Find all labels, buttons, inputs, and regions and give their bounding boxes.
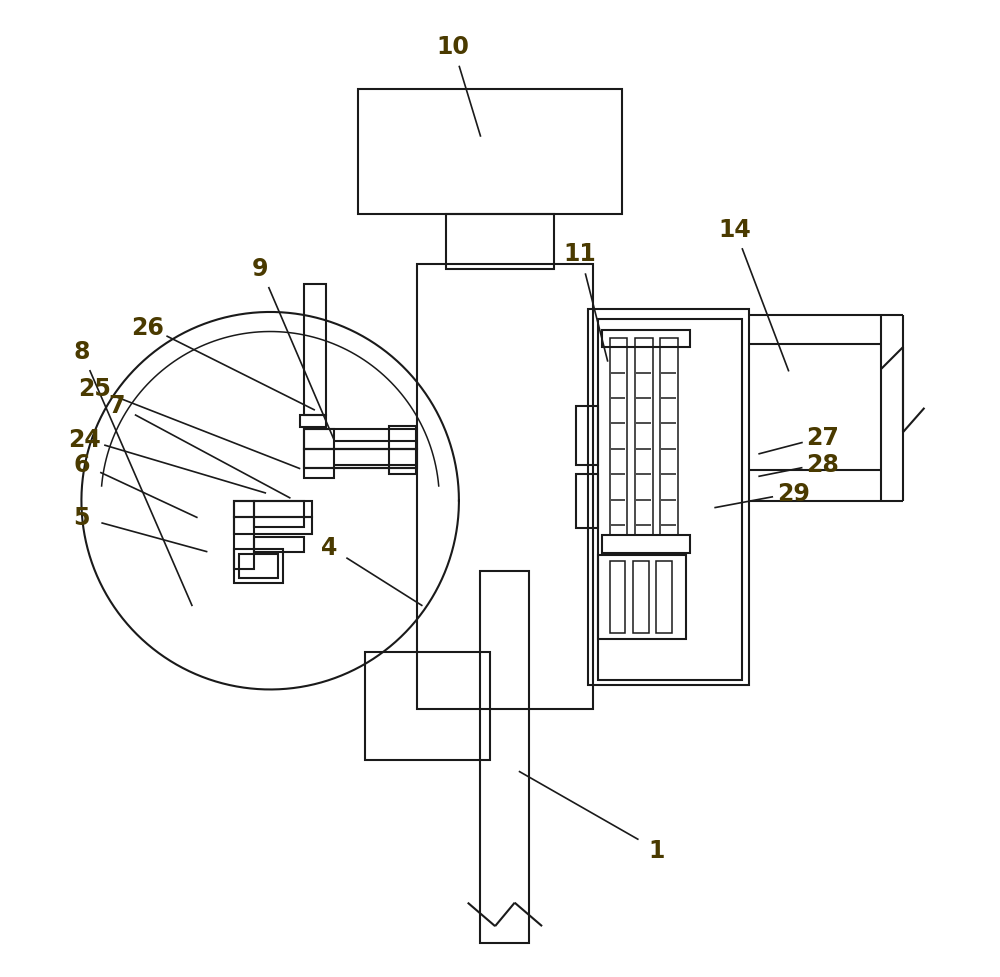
Bar	[633, 562, 649, 633]
Text: 25: 25	[78, 377, 111, 401]
Bar	[576, 475, 598, 529]
Text: 24: 24	[68, 428, 101, 451]
Text: 8: 8	[73, 340, 90, 363]
Text: 9: 9	[252, 257, 269, 280]
Bar	[304, 430, 334, 479]
Text: 6: 6	[73, 452, 90, 476]
Bar	[234, 518, 312, 534]
Bar	[446, 215, 554, 270]
Bar	[239, 554, 278, 578]
Text: 5: 5	[73, 506, 90, 530]
Bar	[480, 572, 529, 943]
Bar	[417, 265, 593, 709]
Bar	[304, 430, 417, 449]
Bar	[234, 501, 312, 518]
Text: 10: 10	[437, 35, 469, 59]
Bar	[234, 549, 283, 583]
Bar	[358, 90, 622, 215]
Bar	[660, 339, 678, 535]
Bar	[576, 406, 598, 465]
Bar	[300, 415, 326, 428]
Bar	[598, 556, 686, 639]
Bar	[304, 284, 326, 415]
Bar	[610, 562, 625, 633]
Bar	[602, 535, 690, 553]
Text: 27: 27	[806, 426, 839, 449]
Bar	[254, 537, 304, 552]
Bar	[254, 501, 304, 528]
Bar	[635, 339, 653, 535]
Bar	[304, 449, 417, 469]
Text: 14: 14	[718, 218, 751, 241]
Bar	[588, 310, 749, 685]
Bar	[598, 319, 742, 680]
Bar	[656, 562, 672, 633]
Bar	[602, 330, 690, 348]
Bar	[365, 653, 490, 760]
Bar	[610, 339, 627, 535]
Text: 7: 7	[108, 394, 125, 417]
Text: 1: 1	[648, 838, 665, 862]
Text: 26: 26	[131, 316, 164, 339]
Text: 28: 28	[806, 452, 839, 476]
Text: 29: 29	[777, 482, 810, 505]
Bar	[389, 427, 416, 475]
Text: 4: 4	[321, 535, 337, 559]
Bar	[234, 501, 254, 570]
Text: 11: 11	[564, 242, 597, 266]
